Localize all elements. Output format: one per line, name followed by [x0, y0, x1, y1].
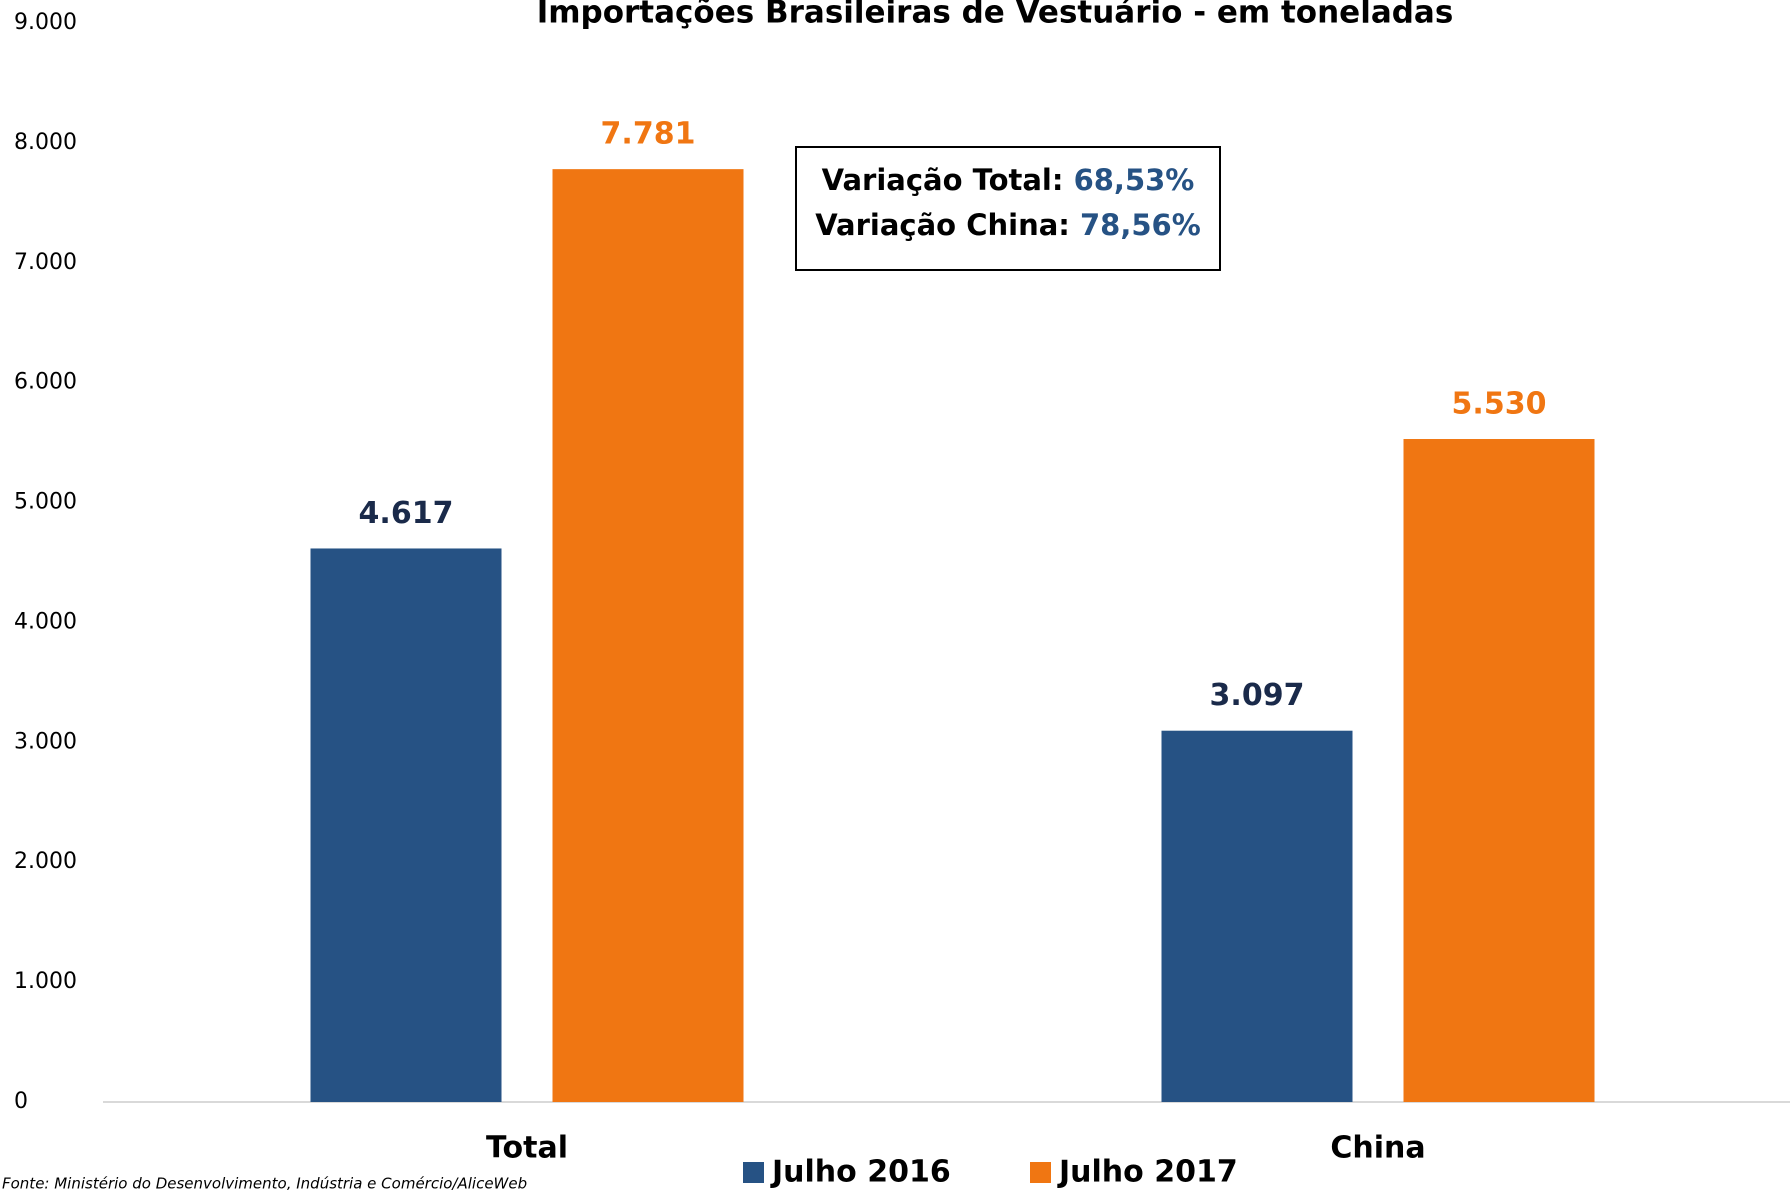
annotation-line: Variação Total: 68,53%: [822, 163, 1195, 197]
legend-swatch: [743, 1162, 764, 1183]
annotation-label: Variação Total:: [822, 163, 1064, 197]
y-tick-label: 7.000: [14, 250, 77, 275]
y-tick-label: 6.000: [14, 370, 77, 395]
bar: [1161, 730, 1353, 1102]
y-tick-label: 2.000: [14, 849, 77, 874]
y-tick-label: 8.000: [14, 130, 77, 155]
value-label: 7.781: [601, 117, 696, 152]
legend-label: Julho 2016: [770, 1155, 951, 1190]
bar: [552, 169, 744, 1103]
bar: [1403, 439, 1595, 1103]
y-tick-label: 3.000: [14, 729, 77, 754]
annotation-value: 78,56%: [1080, 208, 1201, 242]
legend-label: Julho 2017: [1057, 1155, 1238, 1190]
value-label: 3.097: [1210, 678, 1305, 713]
x-tick-label: China: [1330, 1131, 1425, 1166]
chart-title: Importações Brasileiras de Vestuário - e…: [537, 0, 1454, 31]
value-label: 4.617: [359, 496, 454, 531]
y-tick-label: 1.000: [14, 969, 77, 994]
value-label: 5.530: [1452, 387, 1547, 422]
annotation-line: Variação China: 78,56%: [815, 208, 1201, 242]
legend-swatch: [1030, 1162, 1051, 1183]
x-tick-label: Total: [486, 1131, 568, 1166]
y-tick-label: 5.000: [14, 490, 77, 515]
y-tick-label: 4.000: [14, 609, 77, 634]
y-tick-label: 0: [14, 1089, 28, 1114]
annotation-value: 68,53%: [1074, 163, 1195, 197]
annotation-box: [795, 146, 1221, 271]
source-note: Fonte: Ministério do Desenvolvimento, In…: [2, 1175, 527, 1190]
annotation-label: Variação China:: [815, 208, 1070, 242]
y-tick-label: 9.000: [14, 10, 77, 35]
bar: [310, 548, 502, 1102]
